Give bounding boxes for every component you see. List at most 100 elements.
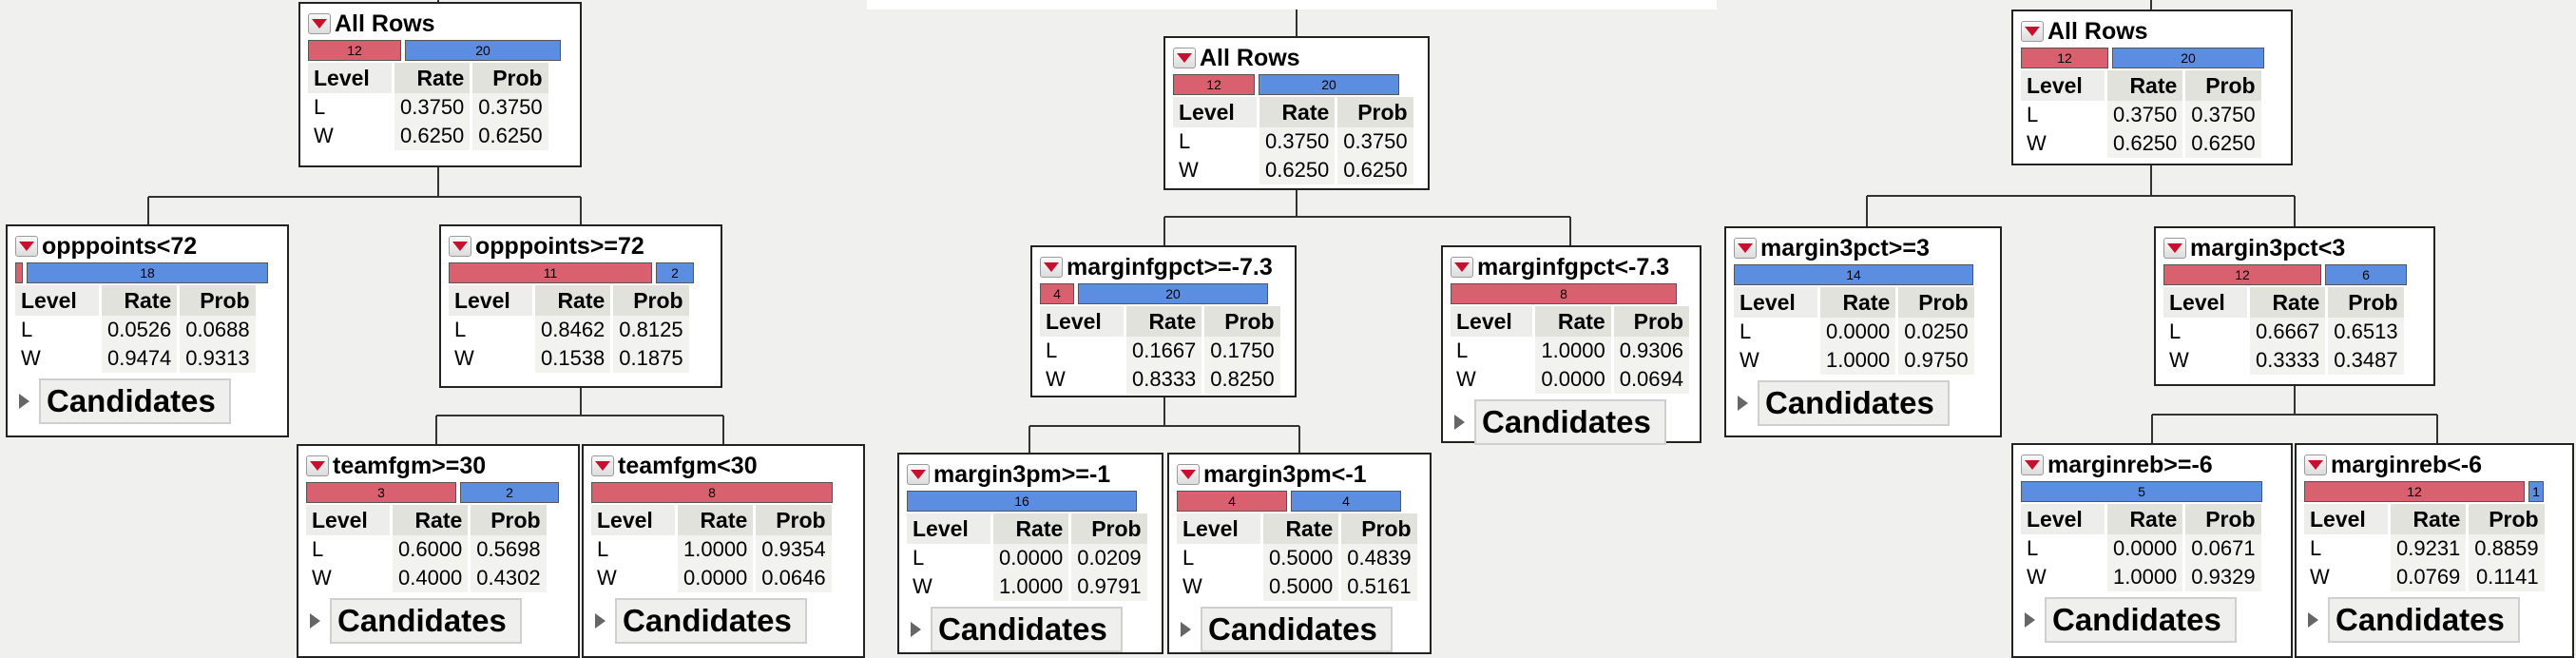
candidates-outline[interactable]: Candidates	[1451, 399, 1692, 445]
stats-table: Level Rate Prob L 0.3750 0.3750 W 0.6250 0.625…	[1170, 97, 1416, 184]
table-row: W 0.1538 0.1875	[449, 344, 689, 373]
table-row: L 0.0000 0.0671	[2021, 534, 2261, 563]
expand-triangle-icon[interactable]	[1738, 396, 1748, 411]
node-title: All Rows	[335, 10, 435, 37]
disclosure-menu-icon[interactable]	[591, 455, 614, 476]
expand-triangle-icon[interactable]	[1181, 622, 1191, 637]
disclosure-menu-icon[interactable]	[1177, 464, 1200, 485]
candidates-label[interactable]: Candidates	[39, 378, 231, 424]
disclosure-menu-icon[interactable]	[1173, 48, 1196, 68]
expand-triangle-icon[interactable]	[1454, 415, 1465, 430]
candidates-label[interactable]: Candidates	[1474, 399, 1666, 445]
candidates-label[interactable]: Candidates	[2328, 597, 2520, 643]
candidates-label[interactable]: Candidates	[1201, 607, 1393, 652]
expand-triangle-icon[interactable]	[19, 394, 29, 409]
count-bar-l	[15, 262, 23, 283]
candidates-outline[interactable]: Candidates	[1734, 380, 1992, 426]
candidates-outline[interactable]: Candidates	[2021, 597, 2283, 643]
node-title: teamfgm<30	[618, 452, 758, 479]
node-title: All Rows	[2047, 17, 2148, 45]
table-row: W 0.0769 0.1141	[2304, 563, 2545, 591]
candidates-label[interactable]: Candidates	[2045, 597, 2237, 643]
table-row: L 0.0526 0.0688	[15, 316, 256, 344]
tree-node-marginfgpct-ge-neg7.3: marginfgpct>=-7.3 4 20 Level Rate Prob L 0.…	[1030, 245, 1297, 397]
table-row: W 0.6250 0.6250	[308, 122, 548, 150]
node-title: marginreb<-6	[2331, 451, 2483, 478]
count-bar-l: 8	[1451, 283, 1677, 304]
disclosure-menu-icon[interactable]	[449, 236, 471, 257]
candidates-outline[interactable]: Candidates	[2304, 597, 2565, 643]
node-title: margin3pct>=3	[1760, 234, 1930, 261]
candidates-label[interactable]: Candidates	[931, 607, 1123, 652]
disclosure-menu-icon[interactable]	[2021, 21, 2044, 42]
disclosure-menu-icon[interactable]	[907, 464, 930, 485]
candidates-outline[interactable]: Candidates	[15, 378, 279, 424]
stats-table: Level Rate Prob L 0.0000 0.0209 W 1.0000 0.979…	[904, 513, 1150, 601]
table-row: L 0.3750 0.3750	[308, 93, 548, 122]
count-bar-l: 12	[2163, 264, 2321, 285]
count-bar-w: 14	[1734, 264, 1973, 285]
expand-triangle-icon[interactable]	[2025, 612, 2035, 628]
count-bar-w: 4	[1291, 491, 1401, 512]
disclosure-menu-icon[interactable]	[1040, 257, 1063, 278]
stats-table: Level Rate Prob L 0.0526 0.0688 W 0.9474 0.931…	[12, 285, 259, 373]
table-row: L 0.3750 0.3750	[1173, 127, 1413, 156]
stats-table: Level Rate Prob L 0.8462 0.8125 W 0.1538 0.187…	[446, 285, 692, 373]
node-title: margin3pct<3	[2190, 234, 2346, 261]
disclosure-menu-icon[interactable]	[306, 455, 329, 476]
candidates-label[interactable]: Candidates	[615, 598, 807, 644]
candidates-outline[interactable]: Candidates	[591, 598, 855, 644]
count-bar: 8	[591, 482, 855, 503]
tree-node-opppoints-lt-72: opppoints<72 18 Level Rate Prob L 0.0526 0.0…	[6, 224, 289, 437]
count-bar-l: 4	[1040, 283, 1074, 304]
candidates-outline[interactable]: Candidates	[1177, 607, 1422, 652]
count-bar: 4 20	[1040, 283, 1287, 304]
count-bar-w: 5	[2021, 481, 2262, 502]
disclosure-menu-icon[interactable]	[2021, 455, 2044, 475]
table-row: W 0.6250 0.6250	[2021, 129, 2261, 158]
expand-triangle-icon[interactable]	[310, 613, 320, 629]
table-row: W 0.3333 0.3487	[2163, 346, 2404, 375]
candidates-outline[interactable]: Candidates	[306, 598, 570, 644]
disclosure-menu-icon[interactable]	[2163, 238, 2186, 259]
disclosure-menu-icon[interactable]	[15, 236, 38, 257]
candidates-label[interactable]: Candidates	[1758, 380, 1950, 426]
stats-table: Level Rate Prob L 0.3750 0.3750 W 0.6250 0.625…	[305, 63, 551, 150]
expand-triangle-icon[interactable]	[911, 622, 921, 637]
tree-node-marginreb-lt-neg6: marginreb<-6 12 1 Level Rate Prob L 0.9231 0…	[2295, 443, 2574, 658]
disclosure-menu-icon[interactable]	[1451, 257, 1473, 278]
count-bar-l: 12	[2021, 48, 2108, 68]
disclosure-menu-icon[interactable]	[308, 13, 331, 34]
tree-node-margin3pm-ge-neg1: margin3pm>=-1 16 Level Rate Prob L 0.0000 0.…	[897, 453, 1163, 654]
count-bar-w: 2	[460, 482, 559, 503]
count-bar-w: 20	[405, 40, 561, 61]
table-row: L 1.0000 0.9354	[591, 535, 832, 564]
stats-table: Level Rate Prob L 0.6667 0.6513 W 0.3333 0.348…	[2161, 287, 2407, 375]
count-bar: 16	[907, 491, 1154, 512]
disclosure-menu-icon[interactable]	[2304, 455, 2327, 475]
tree-node-margin3pm-lt-neg1: margin3pm<-1 4 4 Level Rate Prob L 0.5000 0.…	[1167, 453, 1432, 654]
stats-table: Level Rate Prob L 0.0000 0.0250 W 1.0000 0.975…	[1731, 287, 1977, 375]
candidates-label[interactable]: Candidates	[330, 598, 522, 644]
stats-table: Level Rate Prob L 0.3750 0.3750 W 0.6250 0.625…	[2018, 70, 2264, 158]
candidates-outline[interactable]: Candidates	[907, 607, 1154, 652]
disclosure-menu-icon[interactable]	[1734, 238, 1757, 259]
tree-node-all-rows: All Rows 12 20 Level Rate Prob L 0.3750 0.37…	[1163, 36, 1430, 190]
table-row: L 0.6667 0.6513	[2163, 318, 2404, 346]
expand-triangle-icon[interactable]	[595, 613, 606, 629]
node-title: teamfgm>=30	[333, 452, 487, 479]
stats-table: Level Rate Prob L 0.0000 0.0671 W 1.0000 0.932…	[2018, 504, 2264, 591]
count-bar-w: 18	[27, 262, 268, 283]
col-header-level: Level	[308, 63, 392, 93]
stats-table: Level Rate Prob L 0.1667 0.1750 W 0.8333 0.825…	[1037, 306, 1283, 394]
table-row: L 0.6000 0.5698	[306, 535, 547, 564]
count-bar: 5	[2021, 481, 2283, 502]
expand-triangle-icon[interactable]	[2308, 612, 2318, 628]
count-bar: 4 4	[1177, 491, 1422, 512]
count-bar-l: 4	[1177, 491, 1287, 512]
table-row: L 0.9231 0.8859	[2304, 534, 2545, 563]
node-title: opppoints>=72	[475, 232, 644, 260]
count-bar-w: 1	[2528, 481, 2544, 502]
table-row: W 0.9474 0.9313	[15, 344, 256, 373]
table-row: W 0.6250 0.6250	[1173, 156, 1413, 184]
